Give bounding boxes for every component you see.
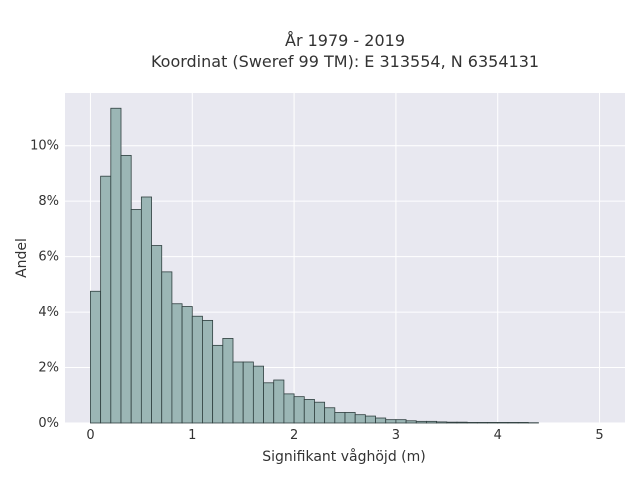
histogram-bar <box>273 379 285 424</box>
histogram-bar <box>415 420 427 424</box>
x-tick-label: 4 <box>494 428 502 443</box>
y-tick-label: 6% <box>38 250 59 265</box>
histogram-bar <box>446 421 458 424</box>
histogram-bar <box>293 396 305 424</box>
histogram-bar <box>405 420 417 424</box>
y-tick-label: 10% <box>30 139 59 154</box>
histogram-bar <box>140 196 152 424</box>
x-tick-label: 0 <box>86 428 94 443</box>
histogram-bar <box>181 306 193 424</box>
histogram-bar <box>283 393 295 424</box>
histogram-bar <box>120 154 132 424</box>
histogram-bar <box>263 382 275 424</box>
histogram-bar <box>90 290 102 424</box>
chart-title-line-1: År 1979 - 2019 <box>285 31 405 50</box>
x-tick-labels: 0 1 2 3 4 5 <box>86 428 603 443</box>
histogram-bar <box>130 209 142 424</box>
histogram-bar <box>344 412 356 424</box>
histogram-bar <box>517 422 529 424</box>
y-axis-label: Andel <box>14 238 30 278</box>
y-tick-label: 2% <box>38 361 59 376</box>
histogram-bar <box>303 399 315 424</box>
y-tick-label: 4% <box>38 305 59 320</box>
histogram-bar <box>314 401 326 424</box>
histogram-bar <box>100 175 112 424</box>
histogram-bar <box>151 245 163 424</box>
x-tick-label: 2 <box>290 428 298 443</box>
histogram-bar <box>191 315 203 424</box>
chart-title-line-2: Koordinat (Sweref 99 TM): E 313554, N 63… <box>151 52 539 71</box>
histogram-bar <box>395 419 407 424</box>
histogram-bar <box>212 344 224 424</box>
histogram-bar <box>436 421 448 424</box>
histogram-bar <box>487 422 499 424</box>
histogram-bar <box>426 420 438 424</box>
histogram-bar <box>252 365 264 424</box>
y-tick-labels: 0% 2% 4% 6% 8% 10% <box>30 139 59 431</box>
histogram-bar <box>354 414 366 424</box>
histogram-bar <box>171 303 183 424</box>
histogram-bar <box>110 107 122 424</box>
histogram-bar <box>456 421 468 424</box>
histogram-bar <box>375 417 387 424</box>
y-tick-label: 8% <box>38 194 59 209</box>
histogram-bar <box>232 361 244 424</box>
x-axis-label: Signifikant våghöjd (m) <box>262 448 425 465</box>
histogram-bar <box>324 407 336 424</box>
histogram-bar <box>507 422 519 424</box>
histogram-bar <box>385 419 397 424</box>
histogram-bar <box>202 319 214 424</box>
histogram-bar <box>476 422 488 424</box>
x-tick-label: 1 <box>188 428 196 443</box>
histogram-bar <box>161 271 173 424</box>
histogram-bar <box>334 412 346 424</box>
histogram-bar <box>222 338 234 424</box>
histogram-bar <box>466 422 478 424</box>
histogram-bar <box>242 361 254 424</box>
bars <box>90 107 539 424</box>
x-tick-label: 3 <box>392 428 400 443</box>
y-tick-label: 0% <box>38 416 59 431</box>
x-tick-label: 5 <box>595 428 603 443</box>
histogram-bar <box>364 415 376 424</box>
histogram-bar <box>497 422 509 424</box>
